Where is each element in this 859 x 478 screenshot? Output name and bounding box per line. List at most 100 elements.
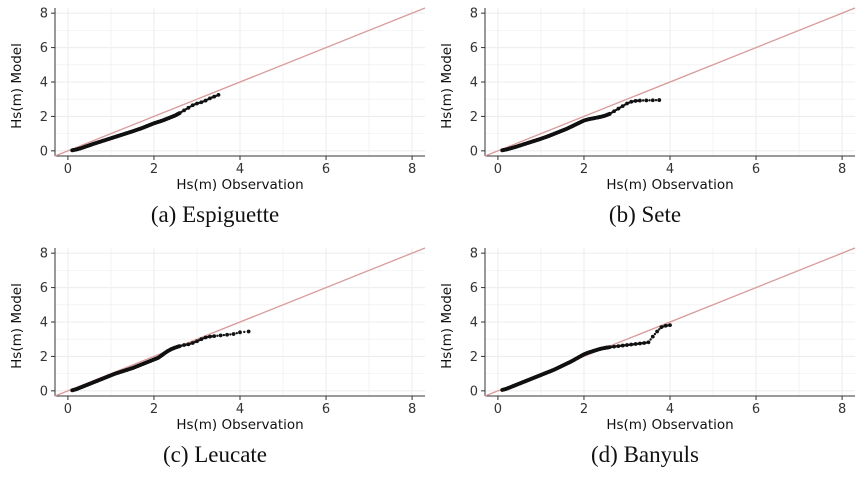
data-point [199, 100, 204, 105]
y-tick-label: 2 [40, 110, 48, 125]
data-point [607, 345, 612, 350]
data-point [649, 338, 652, 341]
caption-a: (a) Espiguette [150, 202, 280, 227]
data-point [629, 99, 634, 104]
data-point [229, 333, 232, 336]
data-point [650, 98, 655, 103]
data-points-b [500, 98, 662, 153]
y-tick-label: 2 [470, 110, 478, 125]
y-tick-label: 0 [470, 384, 478, 399]
data-point [659, 325, 664, 330]
x-tick-label: 6 [322, 162, 330, 177]
y-tick-label: 4 [40, 76, 48, 91]
data-point [207, 96, 212, 101]
data-point [620, 104, 625, 108]
x-tick-label: 8 [838, 402, 846, 417]
y-tick-label: 2 [470, 350, 478, 365]
data-point [637, 98, 642, 103]
data-point [207, 334, 212, 339]
y-tick-label: 8 [470, 247, 478, 262]
y-axis-label: Hs(m) Model [439, 43, 455, 129]
caption-c: (c) Leucate [162, 442, 268, 467]
data-point [633, 99, 638, 103]
x-tick-label: 0 [494, 162, 502, 177]
data-point [637, 341, 642, 346]
y-tick-label: 6 [40, 281, 48, 296]
x-tick-label: 0 [64, 162, 72, 177]
caption-b: (b) Sete [608, 202, 682, 227]
data-point [238, 330, 242, 335]
y-axis-label: Hs(m) Model [9, 43, 25, 129]
data-point [212, 334, 217, 339]
data-point [186, 342, 191, 347]
data-point [216, 93, 221, 97]
data-point [620, 343, 625, 348]
x-axis-label: Hs(m) Observation [606, 417, 733, 433]
data-point [616, 106, 621, 111]
x-axis-label: Hs(m) Observation [606, 177, 733, 193]
y-tick-label: 8 [470, 7, 478, 22]
grid-c [55, 248, 425, 396]
data-point [243, 330, 246, 334]
data-point [641, 99, 645, 102]
x-axis-label: Hs(m) Observation [176, 417, 303, 433]
data-point [657, 98, 662, 102]
data-point [653, 332, 657, 336]
data-point [668, 323, 672, 327]
y-axis-label: Hs(m) Model [9, 283, 25, 369]
y-tick-label: 4 [470, 76, 478, 91]
chart-panel-a: 0 2 4 6 8 0 2 4 6 8 Hs(m) Observation Hs(m) Model (… [0, 0, 430, 238]
data-point [177, 344, 182, 348]
y-tick-label: 0 [40, 144, 48, 159]
x-tick-label: 8 [838, 162, 846, 177]
data-point [625, 101, 629, 106]
x-tick-label: 6 [322, 402, 330, 417]
y-tick-label: 8 [40, 247, 48, 262]
data-point [246, 329, 251, 334]
data-point [182, 343, 186, 347]
data-point [225, 332, 229, 337]
chart-panel-d: 0 2 4 6 8 0 2 4 6 8 Hs(m) Observation Hs(m) Model (… [430, 240, 859, 478]
data-point [190, 341, 195, 345]
grid-a [55, 8, 425, 156]
data-point [177, 111, 182, 115]
data-point [644, 98, 649, 103]
scatter-plot-d: 0 2 4 6 8 0 2 4 6 8 Hs(m) Observation Hs(m) Model [439, 247, 856, 433]
y-tick-label: 8 [40, 7, 48, 22]
data-point [642, 341, 647, 345]
data-points-c [70, 329, 251, 393]
data-point [663, 323, 668, 328]
x-tick-label: 2 [580, 402, 588, 417]
data-point [190, 103, 195, 108]
x-tick-label: 4 [236, 402, 244, 417]
data-point [216, 334, 219, 337]
y-tick-label: 2 [40, 350, 48, 365]
reference-line [484, 7, 856, 157]
x-tick-label: 2 [150, 402, 158, 417]
x-tick-label: 2 [150, 162, 158, 177]
caption-d: (d) Banyuls [591, 442, 699, 467]
y-tick-label: 4 [40, 316, 48, 331]
x-tick-label: 6 [752, 162, 760, 177]
x-tick-label: 2 [580, 162, 588, 177]
reference-line [54, 7, 426, 157]
scatter-plot-a: 0 2 4 6 8 0 2 4 6 8 Hs(m) Observation Hs(m) Model [9, 7, 426, 193]
x-tick-label: 4 [666, 162, 674, 177]
x-tick-label: 4 [666, 402, 674, 417]
data-point [650, 334, 655, 339]
y-tick-label: 0 [40, 384, 48, 399]
data-point [231, 332, 236, 336]
chart-panel-c: 0 2 4 6 8 0 2 4 6 8 Hs(m) Observation Hs(m) Model (… [0, 240, 430, 478]
x-tick-label: 0 [494, 402, 502, 417]
y-tick-label: 0 [470, 144, 478, 159]
data-point [235, 331, 238, 335]
y-tick-label: 4 [470, 316, 478, 331]
data-point [182, 108, 186, 113]
data-point [607, 111, 612, 116]
x-tick-label: 6 [752, 402, 760, 417]
y-tick-label: 6 [470, 41, 478, 56]
scatter-plot-c: 0 2 4 6 8 0 2 4 6 8 Hs(m) Observation Hs(m) Model [9, 247, 426, 433]
y-tick-label: 6 [470, 281, 478, 296]
data-point [612, 344, 616, 349]
data-point [658, 328, 661, 331]
